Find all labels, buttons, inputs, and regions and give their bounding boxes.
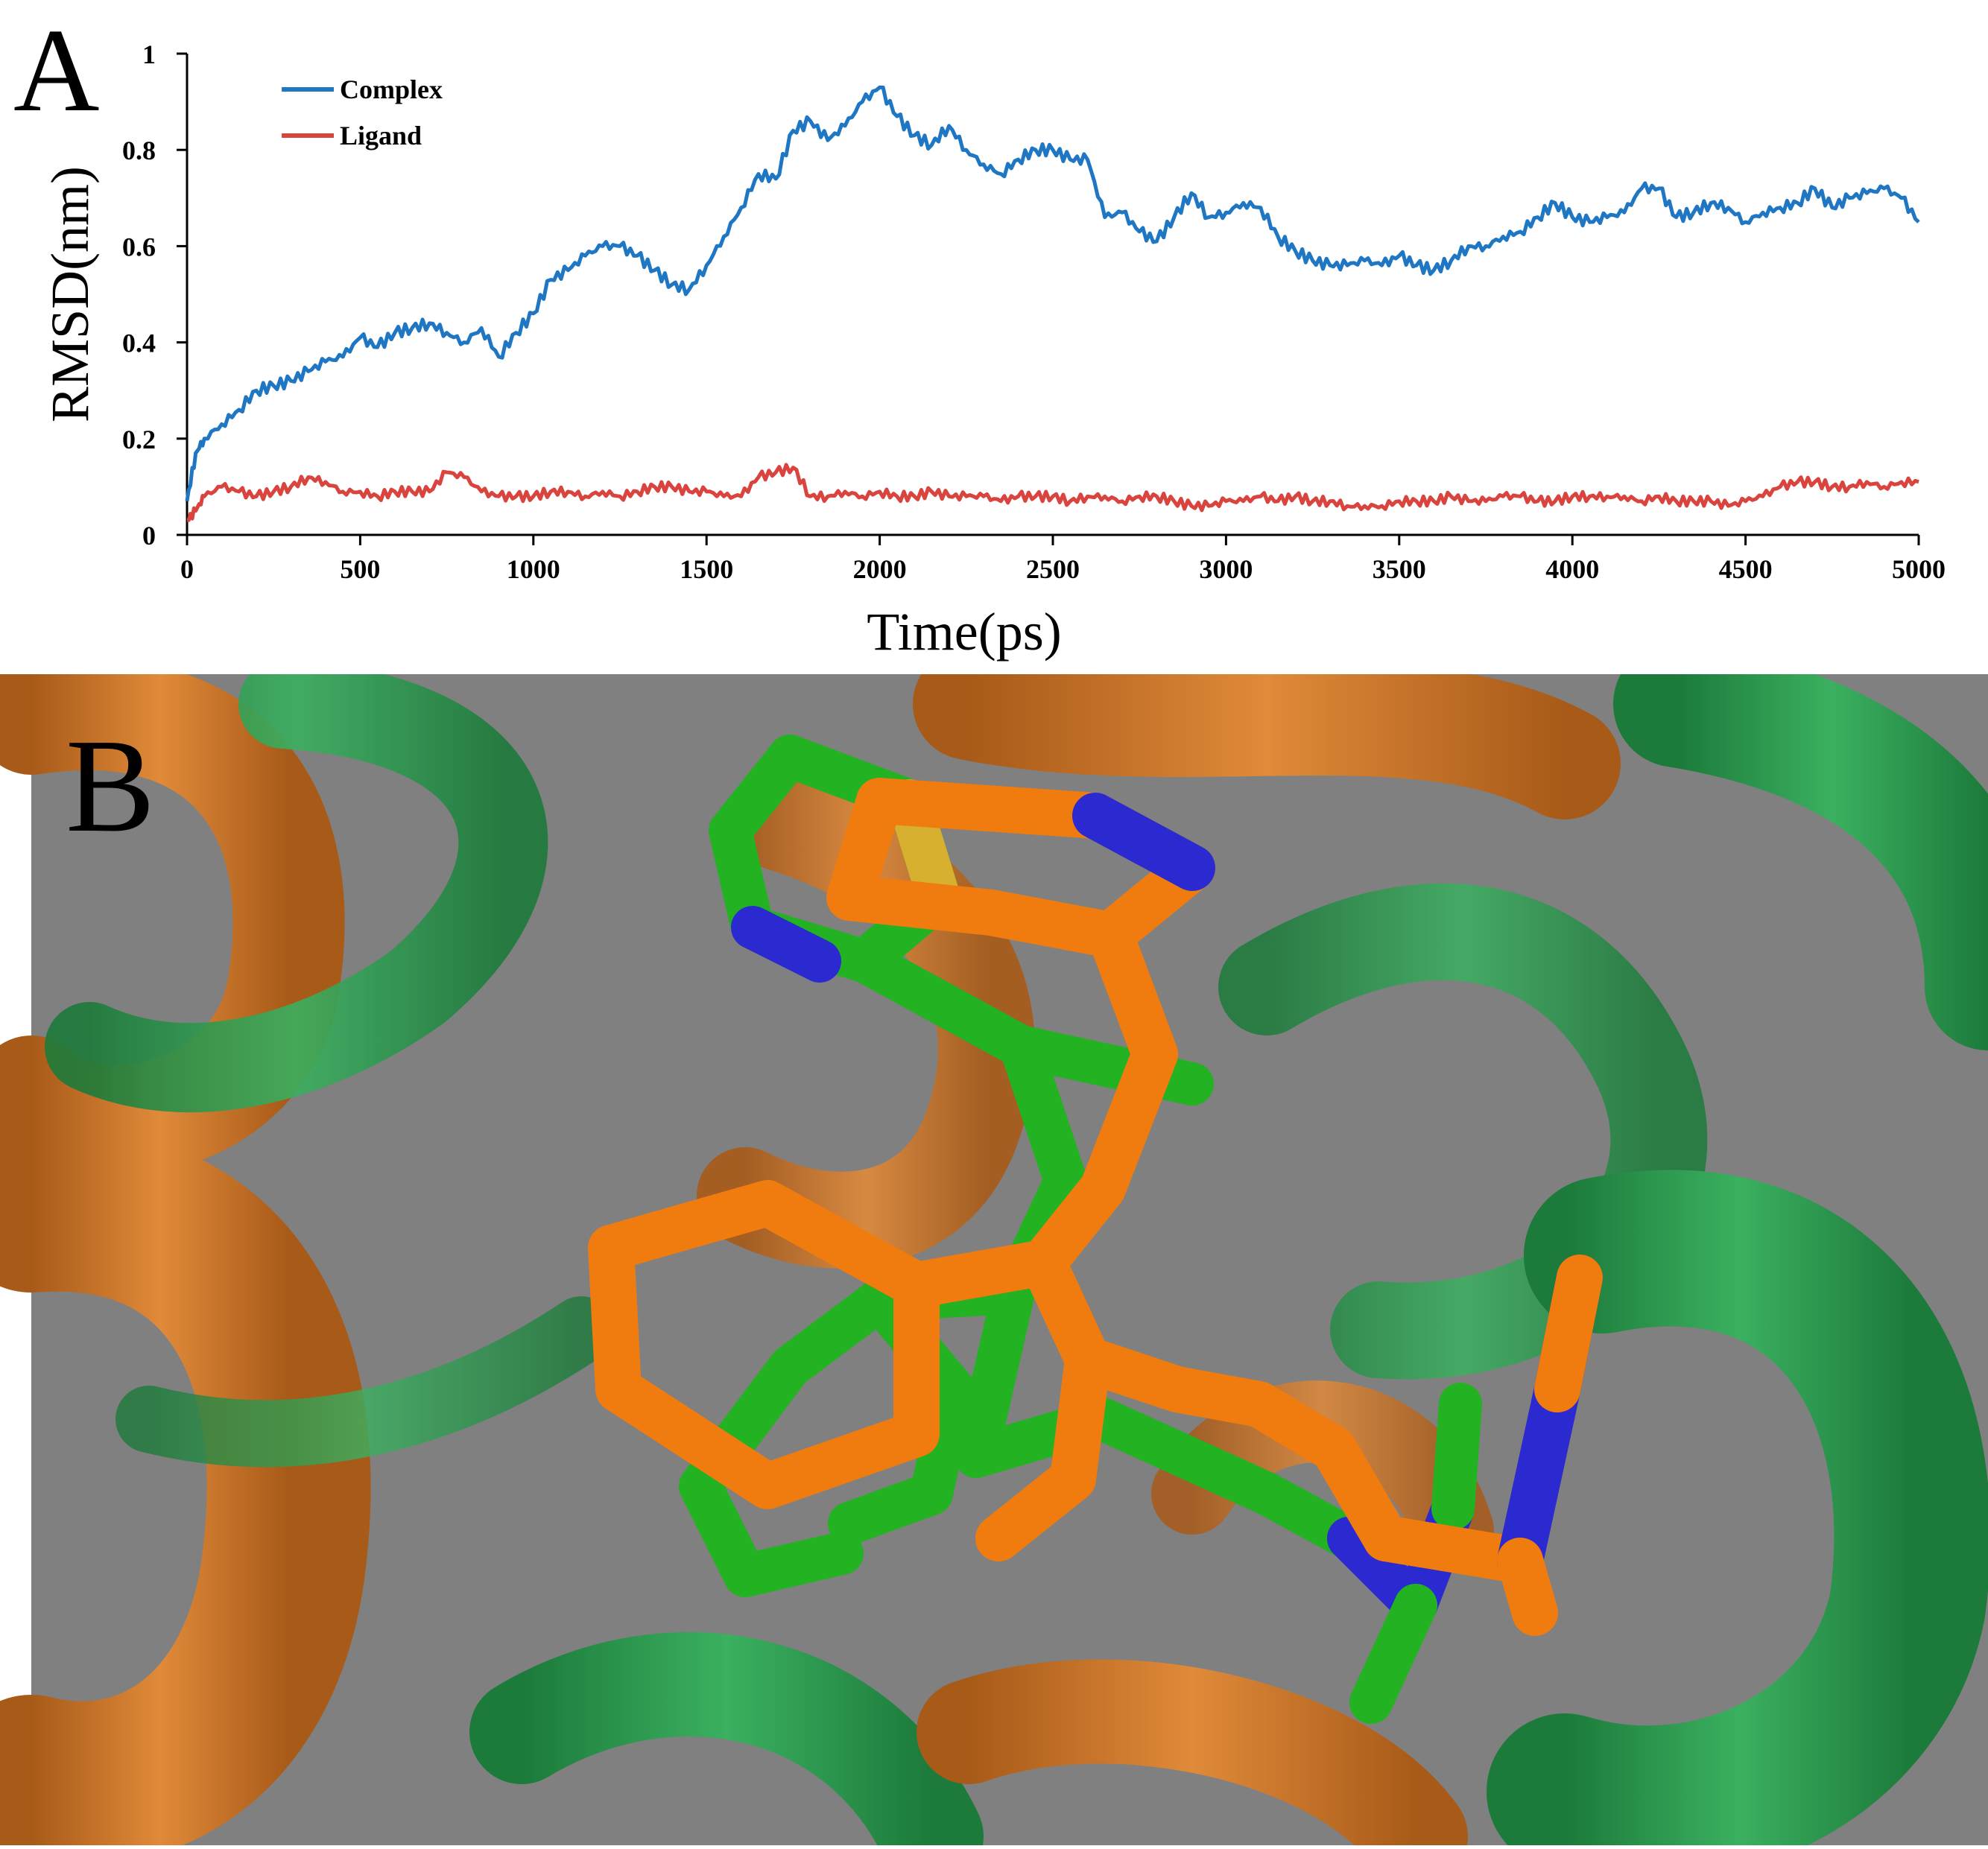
- x-tick-label: 3500: [1373, 554, 1426, 584]
- ligand-overlay-illustration: B: [0, 641, 1988, 1849]
- legend-label-ligand: Ligand: [340, 121, 422, 150]
- x-tick-label: 1500: [680, 554, 733, 584]
- x-axis-label: Time(ps): [867, 602, 1061, 662]
- y-axis-label: RMSD(nm): [40, 166, 100, 422]
- y-tick-label: 1: [142, 39, 156, 69]
- panel-b-label: B: [66, 711, 155, 860]
- series-line-ligand: [186, 463, 1919, 523]
- x-tick-label: 5000: [1892, 554, 1946, 584]
- y-tick-label: 0: [142, 521, 156, 551]
- y-tick-label: 0.8: [122, 136, 156, 165]
- x-tick-label: 2000: [853, 554, 907, 584]
- chart-legend: Complex Ligand: [282, 74, 443, 150]
- chart-ticks: 0 500 1000 1500 2000 2500 3000 3500 4000 4500 5000…: [122, 39, 1946, 584]
- series-line-complex: [185, 85, 1920, 502]
- protein-helices: [0, 641, 1988, 1849]
- chart-axes: [186, 54, 1919, 536]
- x-tick-label: 2500: [1026, 554, 1080, 584]
- x-tick-label: 500: [340, 554, 380, 584]
- x-tick-label: 4500: [1719, 554, 1773, 584]
- rmsd-chart-panel: A 0 500 1000 1500 2000 2500 3000 3500 4000 4500 50…: [0, 0, 1988, 670]
- rmsd-chart: A 0 500 1000 1500 2000 2500 3000 3500 4000 4500 50…: [13, 4, 1946, 662]
- x-tick-label: 0: [180, 554, 194, 584]
- chart-series: [185, 85, 1920, 523]
- y-tick-label: 0.6: [122, 232, 156, 261]
- ligand-orange-sticks: [588, 778, 1603, 1636]
- y-tick-label: 0.4: [122, 329, 156, 358]
- y-tick-label: 0.2: [122, 425, 156, 454]
- x-tick-label: 4000: [1545, 554, 1599, 584]
- legend-label-complex: Complex: [340, 74, 443, 104]
- molecular-structure-panel: B: [0, 641, 1988, 1849]
- x-tick-label: 3000: [1199, 554, 1253, 584]
- panel-a-label: A: [13, 4, 100, 136]
- x-tick-label: 1000: [507, 554, 560, 584]
